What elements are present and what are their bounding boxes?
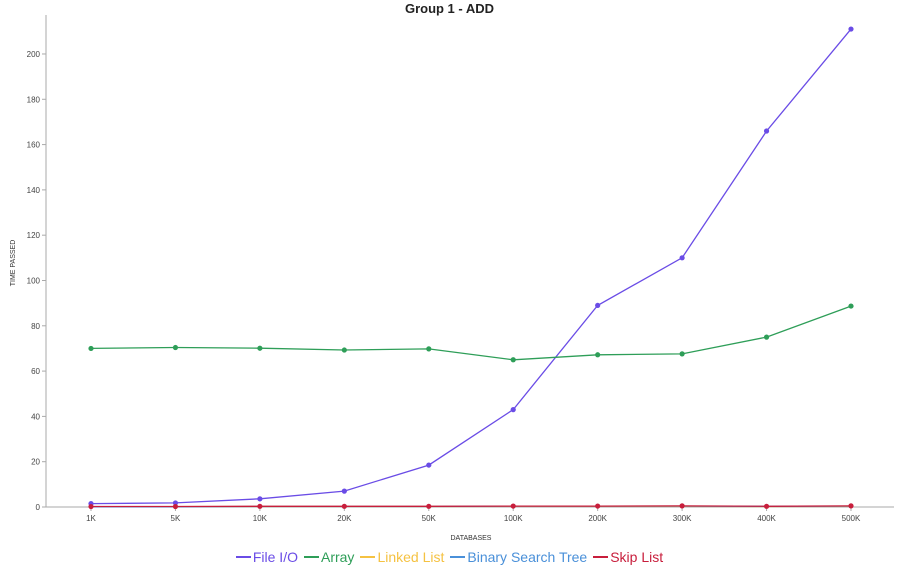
data-point [679,255,685,261]
y-tick-label: 40 [31,412,40,421]
legend-label: Array [320,549,355,565]
y-tick-label: 0 [36,503,41,512]
data-point [341,503,347,509]
data-point [679,503,685,509]
x-tick-label: 20K [337,514,352,523]
data-point [257,345,263,351]
data-point [172,500,179,506]
series-array [88,303,854,363]
y-tick-label: 80 [31,322,40,331]
x-tick-label: 400K [757,514,776,523]
data-point [257,496,263,502]
data-point [595,352,601,358]
y-tick-label: 180 [27,95,41,104]
data-point [510,407,516,413]
legend-label: Linked List [377,549,445,565]
legend-item-file-i-o[interactable]: File I/O [235,549,298,565]
legend-swatch [303,556,319,559]
data-point [426,346,432,352]
data-point [341,347,347,353]
y-tick-label: 100 [27,276,41,285]
y-tick-label: 200 [27,50,41,59]
x-tick-label: 10K [253,514,268,523]
data-point [595,503,601,509]
series-line [91,505,852,508]
data-point [172,344,179,351]
data-point [848,26,854,32]
y-tick-label: 60 [31,367,40,376]
data-point [510,503,516,509]
data-point [763,334,770,340]
axes: 0 20 40 60 80 100 120 140 160 180 200 1K 5K 10K 20K 50K… [27,15,894,523]
y-tick-label: 120 [27,231,41,240]
legend-item-array[interactable]: Array [303,549,355,565]
series-layer [88,26,854,510]
legend-swatch [593,556,609,559]
data-point [88,345,94,352]
data-point [763,128,770,134]
y-tick-label: 140 [27,186,41,195]
legend-item-linked-list[interactable]: Linked List [360,549,444,565]
data-point [172,503,179,510]
legend-item-binary-search-tree[interactable]: Binary Search Tree [450,549,587,565]
legend-swatch [235,556,251,559]
x-tick-label: 200K [588,514,607,523]
series-file-i-o [88,26,854,507]
legend-item-skip-list[interactable]: Skip List [593,549,663,565]
series-line [90,305,852,361]
legend-label: Binary Search Tree [467,549,588,565]
data-point [848,303,854,309]
x-tick-label: 500K [842,514,861,523]
y-tick-label: 160 [27,141,41,150]
data-point [341,488,347,494]
data-point [88,503,94,510]
data-point [848,503,854,509]
data-point [595,302,601,309]
data-point [679,351,685,357]
data-point [426,462,432,468]
x-tick-label: 1K [86,514,96,523]
legend-swatch [360,556,376,559]
chart-title: Group 1 - ADD [404,1,495,16]
series-line [90,28,852,505]
x-tick-label: 5K [171,514,181,523]
y-tick-label: 20 [31,458,40,467]
legend-label: File I/O [252,549,298,565]
x-tick-label: 300K [673,514,692,523]
data-point [510,357,516,363]
data-point [763,503,770,509]
data-point [426,503,432,509]
y-axis-title: TIME PASSED [10,240,17,287]
x-tick-label: 100K [504,514,523,523]
data-point [257,503,263,509]
legend-swatch [450,556,466,559]
legend: File I/O Array Linked List Binary Search Tr… [0,549,899,565]
legend-label: Skip List [610,549,664,565]
series-skip-list [88,503,854,510]
x-axis-title: DATABASES [451,535,492,542]
x-tick-label: 50K [422,514,437,523]
